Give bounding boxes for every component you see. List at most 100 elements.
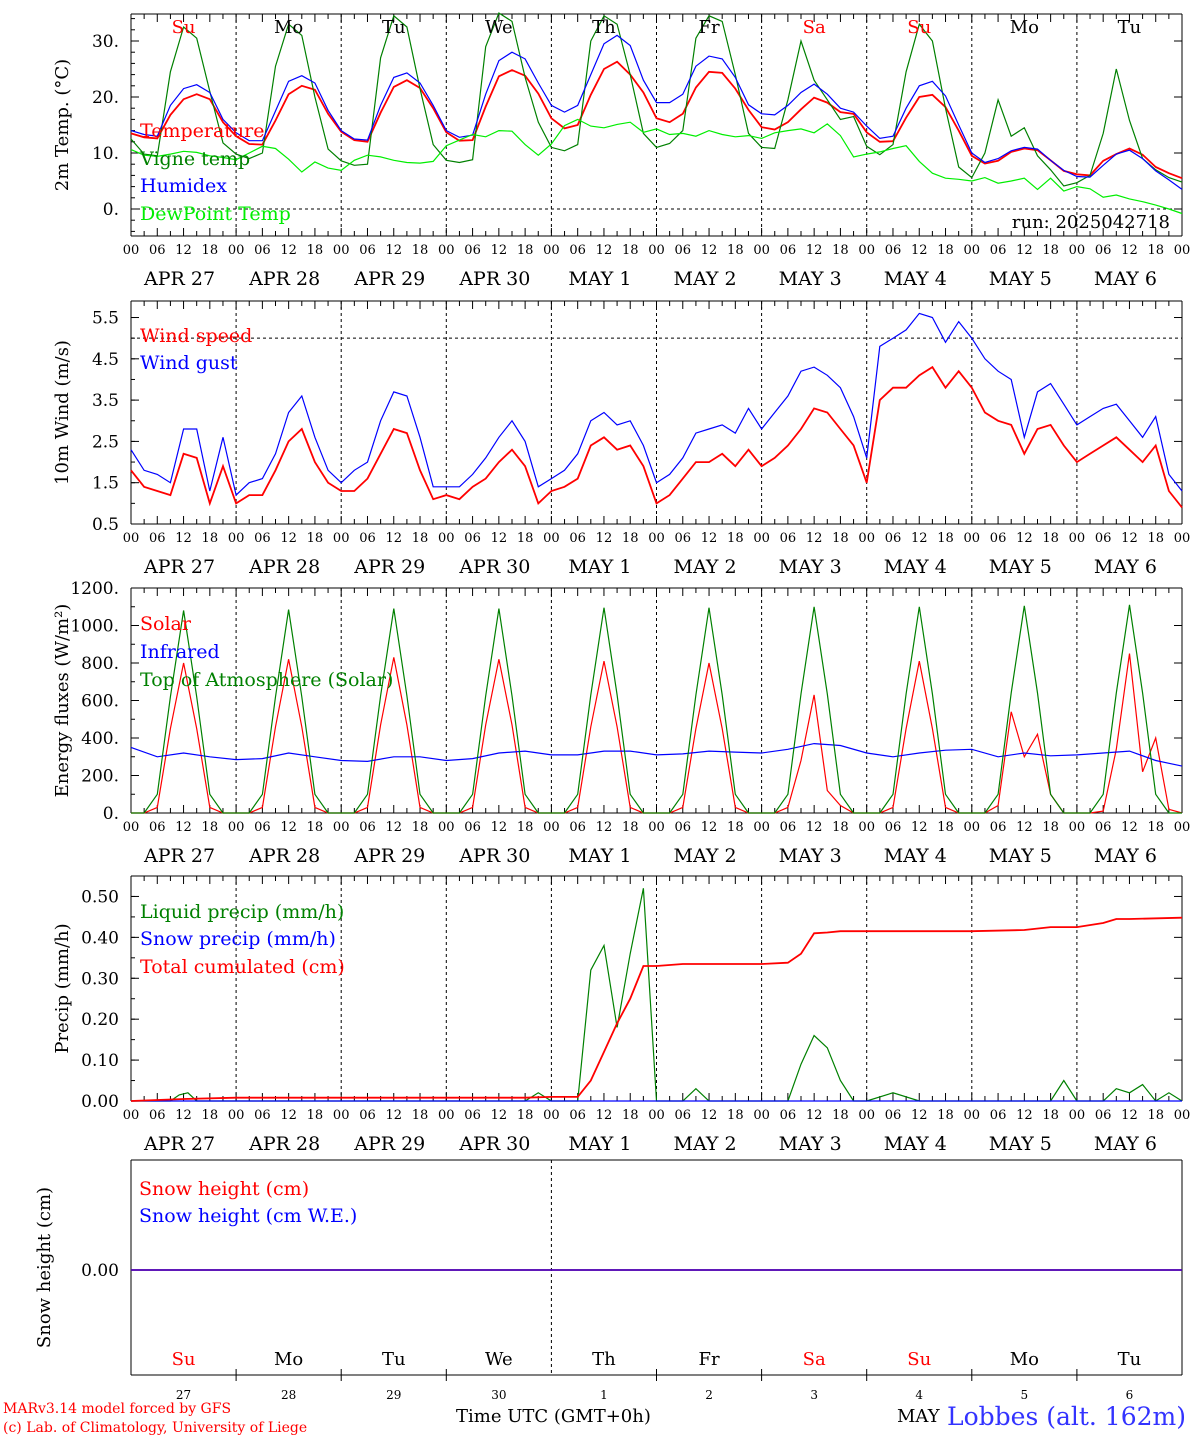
hour-label: 00 xyxy=(648,1108,665,1123)
hour-label: 12 xyxy=(1016,1108,1033,1123)
day-name-label: Tu xyxy=(382,17,406,38)
y-tick-label: 0.00 xyxy=(81,1261,119,1281)
hour-label: 00 xyxy=(964,243,981,258)
hour-label: 00 xyxy=(228,820,245,835)
station-title: Lobbes (alt. 162m) xyxy=(946,1402,1186,1431)
y-tick-label: 0. xyxy=(103,200,119,220)
hour-label: 06 xyxy=(1095,820,1112,835)
hour-label: 00 xyxy=(648,243,665,258)
hour-label: 00 xyxy=(1069,820,1086,835)
hour-label: 06 xyxy=(254,531,271,546)
hour-label: 06 xyxy=(1095,1108,1112,1123)
hour-label: 18 xyxy=(1147,820,1164,835)
date-label: APR 28 xyxy=(248,556,320,578)
hour-label: 12 xyxy=(701,1108,718,1123)
hour-label: 00 xyxy=(1174,820,1191,835)
y-tick-label: 0.10 xyxy=(81,1051,119,1071)
hour-label: 00 xyxy=(228,243,245,258)
hour-label: 18 xyxy=(832,243,849,258)
date-label: MAY 5 xyxy=(989,1133,1052,1155)
hour-label: 18 xyxy=(832,820,849,835)
date-label: MAY 1 xyxy=(568,1133,631,1155)
y-axis-label: 10m Wind (m/s) xyxy=(52,340,73,485)
date-label: MAY 2 xyxy=(674,845,737,867)
bottom-month-label: MAY xyxy=(897,1406,940,1427)
day-number-label: 4 xyxy=(915,1388,923,1402)
date-label: MAY 3 xyxy=(779,1133,842,1155)
hour-label: 12 xyxy=(596,1108,613,1123)
hour-label: 06 xyxy=(569,531,586,546)
hour-label: 18 xyxy=(727,243,744,258)
legend-entry: Solar xyxy=(140,613,192,635)
hour-label: 12 xyxy=(175,1108,192,1123)
hour-label: 12 xyxy=(280,243,297,258)
day-number-label: 28 xyxy=(281,1388,296,1402)
hour-label: 12 xyxy=(911,1108,928,1123)
hour-label: 18 xyxy=(1042,1108,1059,1123)
day-name-label: Mo xyxy=(274,17,303,38)
hour-label: 12 xyxy=(911,820,928,835)
date-label: APR 28 xyxy=(248,268,320,290)
hour-label: 12 xyxy=(175,820,192,835)
hour-label: 12 xyxy=(701,243,718,258)
hour-label: 06 xyxy=(359,531,376,546)
hour-label: 00 xyxy=(648,531,665,546)
date-label: MAY 3 xyxy=(779,845,842,867)
hour-label: 18 xyxy=(307,820,324,835)
hour-label: 06 xyxy=(1095,531,1112,546)
y-tick-label: 0.20 xyxy=(81,1010,119,1030)
date-label: APR 27 xyxy=(143,268,215,290)
y-tick-label: 4.5 xyxy=(92,350,119,370)
day-number-label: 5 xyxy=(1021,1388,1029,1402)
y-tick-label: 0.40 xyxy=(81,928,119,948)
hour-label: 06 xyxy=(254,1108,271,1123)
hour-label: 00 xyxy=(123,243,140,258)
hour-label: 12 xyxy=(596,531,613,546)
legend-entry: DewPoint Temp xyxy=(140,203,291,225)
hour-label: 00 xyxy=(333,243,350,258)
hour-label: 00 xyxy=(543,531,560,546)
hour-label: 00 xyxy=(964,820,981,835)
legend-entry: Infrared xyxy=(140,641,220,663)
hour-label: 18 xyxy=(937,1108,954,1123)
hour-label: 18 xyxy=(727,820,744,835)
y-tick-label: 5.5 xyxy=(92,309,119,329)
hour-label: 06 xyxy=(885,820,902,835)
hour-label: 18 xyxy=(202,1108,219,1123)
date-label: APR 29 xyxy=(353,845,425,867)
hour-label: 18 xyxy=(517,531,534,546)
run-annotation: run: 2025042718 xyxy=(1012,212,1170,233)
chart-panel-3: 0. 200. 400. 600. 800. 1000. 1200. Energy fluxe… xyxy=(52,579,1190,867)
y-tick-label: 10. xyxy=(92,144,119,164)
y-axis-label: 2m Temp. (°C) xyxy=(52,59,73,191)
hour-label: 18 xyxy=(622,1108,639,1123)
hour-label: 12 xyxy=(385,243,402,258)
hour-label: 06 xyxy=(254,820,271,835)
hour-label: 06 xyxy=(990,820,1007,835)
y-tick-label: 30. xyxy=(92,32,119,52)
hour-label: 18 xyxy=(727,531,744,546)
hour-label: 12 xyxy=(1016,820,1033,835)
date-label: APR 30 xyxy=(458,556,530,578)
hour-label: 18 xyxy=(937,820,954,835)
y-tick-label: 0.5 xyxy=(92,515,119,535)
legend-entry: Vigne temp xyxy=(139,148,250,170)
date-label: MAY 3 xyxy=(779,556,842,578)
hour-label: 12 xyxy=(806,1108,823,1123)
hour-label: 12 xyxy=(1121,531,1138,546)
hour-label: 06 xyxy=(569,243,586,258)
hour-label: 12 xyxy=(1121,243,1138,258)
chart-panel-4: 0.00 0.10 0.20 0.30 0.40 0.50 Precip (mm/h) Liq… xyxy=(52,875,1190,1155)
date-label: APR 28 xyxy=(248,1133,320,1155)
hour-label: 12 xyxy=(385,531,402,546)
date-label: APR 27 xyxy=(143,556,215,578)
hour-label: 00 xyxy=(1069,243,1086,258)
hour-label: 12 xyxy=(491,820,508,835)
day-name-label: Mo xyxy=(1010,17,1039,38)
series-line-1 xyxy=(130,365,1183,509)
model-credit: MARv3.14 model forced by GFS xyxy=(3,1401,232,1417)
date-label: MAY 5 xyxy=(989,845,1052,867)
hour-label: 00 xyxy=(858,1108,875,1123)
legend-entry: Liquid precip (mm/h) xyxy=(140,901,344,923)
date-label: MAY 3 xyxy=(779,268,842,290)
